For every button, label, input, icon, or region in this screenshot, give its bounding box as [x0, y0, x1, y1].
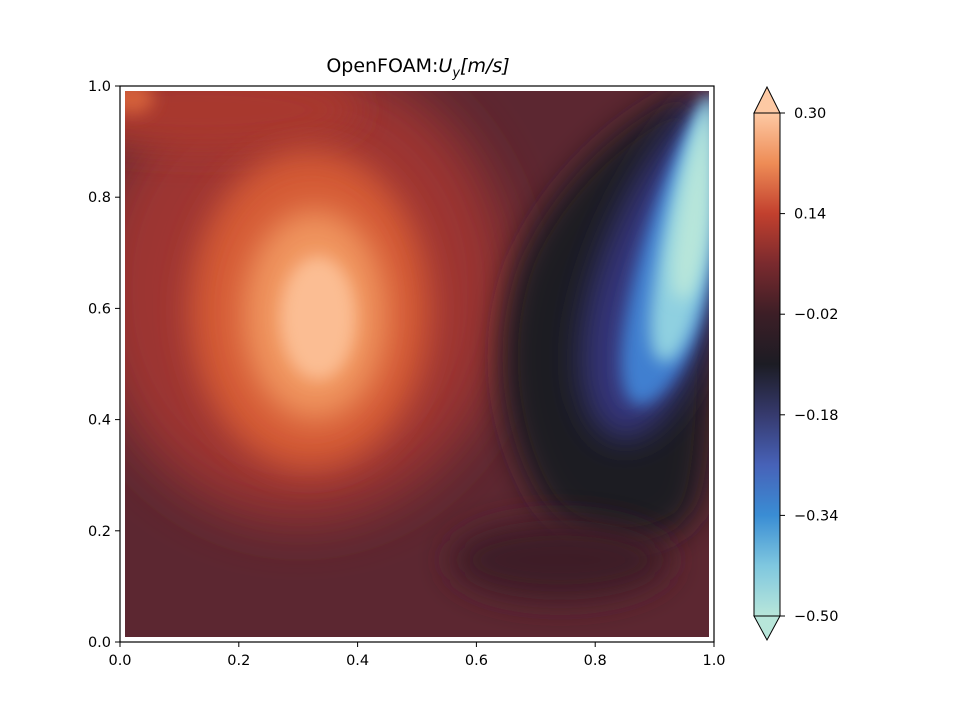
colorbar-extend-bottom: [753, 615, 781, 642]
x-axis: 0.0 0.2 0.4 0.6 0.8 1.0: [108, 642, 726, 669]
y-tick-label: 1.0: [88, 79, 111, 95]
field-negative-core: [671, 96, 712, 300]
x-tick-label: 1.0: [702, 653, 725, 669]
colorbar-tick-label: −0.18: [794, 408, 838, 424]
x-tick-label: 0.8: [584, 653, 607, 669]
colorbar-ticks: 0.30 0.14 −0.02 −0.18 −0.34 −0.50: [780, 106, 838, 625]
y-tick-label: 0.0: [88, 635, 111, 651]
field-positive-core: [280, 256, 356, 380]
colorbar-extend-top: [753, 85, 781, 114]
colorbar-tick-label: −0.50: [794, 609, 838, 625]
colorbar-tick-label: −0.02: [794, 307, 838, 323]
field-corner-highlight: [120, 86, 154, 114]
x-tick-label: 0.0: [108, 653, 131, 669]
colorbar-frame: [753, 112, 781, 617]
colorbar-tick-label: 0.14: [794, 207, 826, 223]
colorbar-gradient: [754, 113, 780, 616]
field-lower-dark: [450, 520, 670, 600]
colorbar: 0.30 0.14 −0.02 −0.18 −0.34 −0.50: [753, 85, 838, 642]
colorbar-tick-label: −0.34: [794, 508, 838, 524]
y-tick-label: 0.2: [88, 524, 111, 540]
field-top-left-band: [120, 86, 360, 150]
x-tick-label: 0.2: [227, 653, 250, 669]
y-tick-label: 0.6: [88, 301, 111, 317]
y-tick-label: 0.8: [88, 190, 111, 206]
x-tick-label: 0.4: [346, 653, 369, 669]
y-tick-label: 0.4: [88, 413, 111, 429]
y-axis: 0.0 0.2 0.4 0.6 0.8 1.0: [88, 79, 120, 651]
x-tick-label: 0.6: [465, 653, 488, 669]
axes-frame: [119, 85, 715, 643]
colorbar-tick-label: 0.30: [794, 106, 826, 122]
contour-field: [120, 86, 714, 642]
chart-title: OpenFOAM:Uy[m/s]: [326, 55, 509, 81]
